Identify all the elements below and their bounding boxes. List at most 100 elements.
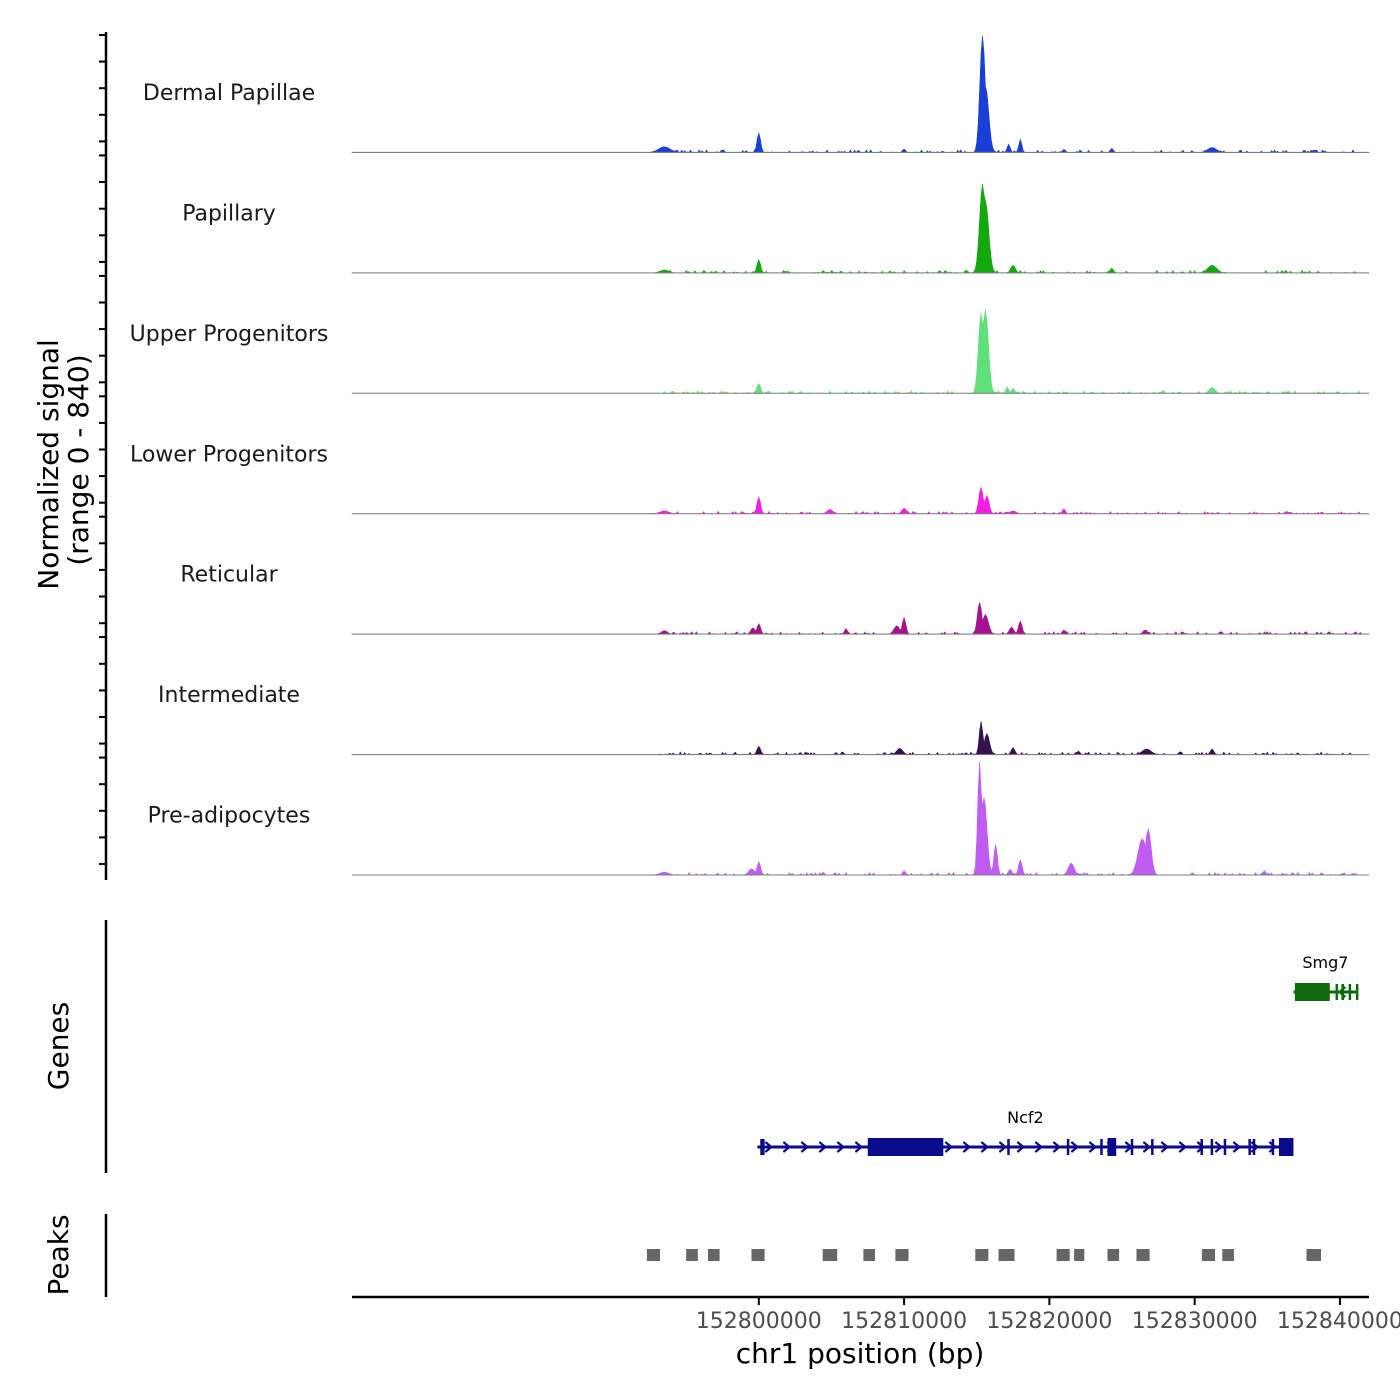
gene-exon xyxy=(867,1138,944,1156)
x-tick-label: 152820000 xyxy=(986,1309,1112,1334)
gene-exon xyxy=(1294,983,1330,1001)
peak-region xyxy=(646,1249,660,1261)
strand-arrow xyxy=(1178,1141,1188,1153)
coverage-track: Pre-adipocytes xyxy=(148,761,1369,876)
coverage-area xyxy=(351,486,1370,515)
peak-region xyxy=(1306,1249,1321,1261)
genes-track-title: Genes xyxy=(42,1002,75,1090)
coverage-area xyxy=(351,184,1370,274)
gene-exon xyxy=(760,1139,765,1155)
gene-exon xyxy=(1271,1139,1275,1155)
peak-region xyxy=(686,1249,698,1261)
gene-model: Ncf2 xyxy=(757,1108,1294,1156)
coverage-tracks: Dermal Papillae Papillary Upper Progenitor… xyxy=(130,35,1370,876)
coverage-track: Intermediate xyxy=(158,683,1370,756)
strand-arrow xyxy=(1016,1141,1026,1153)
gene-exon xyxy=(1335,984,1339,1000)
x-tick-label: 152800000 xyxy=(696,1309,822,1334)
strand-arrow xyxy=(1052,1141,1062,1153)
peak-region xyxy=(708,1249,720,1261)
peak-region xyxy=(1201,1249,1215,1261)
gene-model: Smg7 xyxy=(1293,953,1359,1001)
strand-arrow xyxy=(1232,1141,1242,1153)
coverage-area xyxy=(351,721,1370,756)
coverage-track: Lower Progenitors xyxy=(130,442,1370,515)
coverage-track: Papillary xyxy=(182,184,1370,274)
strand-arrow xyxy=(1196,1141,1206,1153)
gene-exon xyxy=(1223,1139,1227,1155)
x-axis: 152800000 152810000 152820000 152830000 1528… xyxy=(696,1297,1400,1334)
peak-region xyxy=(1136,1249,1150,1261)
peak-region xyxy=(863,1249,875,1261)
coverage-area xyxy=(351,35,1370,153)
coverage-area xyxy=(351,602,1370,635)
x-tick-label: 152830000 xyxy=(1132,1309,1258,1334)
strand-arrow xyxy=(998,1141,1008,1153)
strand-arrow xyxy=(980,1141,990,1153)
gene-exon xyxy=(1355,984,1359,1000)
gene-exon xyxy=(1130,1139,1134,1155)
x-axis-title: chr1 position (bp) xyxy=(736,1337,985,1370)
peak-region xyxy=(1074,1249,1085,1261)
gene-exon xyxy=(1007,1139,1010,1155)
track-label: Reticular xyxy=(180,563,278,588)
strand-arrow xyxy=(1034,1141,1044,1153)
coverage-track: Dermal Papillae xyxy=(143,35,1370,153)
gene-exon xyxy=(1278,1138,1294,1156)
strand-arrow xyxy=(836,1141,846,1153)
track-label: Dermal Papillae xyxy=(143,81,315,106)
coverage-y-axis-title-line2: (range 0 - 840) xyxy=(62,354,95,565)
coverage-area xyxy=(351,310,1370,394)
peak-region xyxy=(1056,1249,1070,1261)
gene-exon xyxy=(1252,1139,1256,1155)
coverage-track: Upper Progenitors xyxy=(130,310,1370,394)
strand-arrow xyxy=(1268,1141,1278,1153)
peak-region xyxy=(751,1249,765,1261)
coverage-y-axis-title-line1: Normalized signal xyxy=(32,339,65,590)
track-label: Papillary xyxy=(182,201,276,226)
strand-arrow xyxy=(944,1141,954,1153)
track-label: Pre-adipocytes xyxy=(148,804,311,829)
strand-arrow xyxy=(1088,1141,1098,1153)
strand-arrow xyxy=(1160,1141,1170,1153)
strand-arrow xyxy=(1070,1141,1080,1153)
track-label: Intermediate xyxy=(158,683,300,708)
coverage-area xyxy=(352,761,1369,876)
gene-annotation-track: Smg7 Ncf2 xyxy=(757,953,1359,1156)
strand-arrow xyxy=(818,1141,828,1153)
track-label: Upper Progenitors xyxy=(130,322,329,347)
gene-exon xyxy=(1348,984,1352,1000)
peak-region xyxy=(895,1249,909,1261)
peak-regions-track xyxy=(646,1249,1321,1261)
strand-arrow xyxy=(1214,1141,1224,1153)
x-tick-label: 152840000 xyxy=(1277,1309,1400,1334)
x-tick-label: 152810000 xyxy=(841,1309,967,1334)
peak-region xyxy=(998,1249,1015,1261)
peaks-track-title: Peaks xyxy=(42,1214,75,1295)
gene-exon xyxy=(1107,1138,1117,1156)
track-label: Lower Progenitors xyxy=(130,442,328,467)
strand-arrow xyxy=(854,1141,864,1153)
strand-arrow xyxy=(782,1141,792,1153)
gene-exon xyxy=(1066,1139,1070,1155)
strand-arrow xyxy=(962,1141,972,1153)
strand-arrow xyxy=(1142,1141,1152,1153)
gene-name: Smg7 xyxy=(1302,953,1348,972)
gene-exon xyxy=(1200,1139,1203,1155)
peak-region xyxy=(822,1249,838,1261)
strand-arrow xyxy=(800,1141,810,1153)
peak-region xyxy=(1107,1249,1120,1261)
coverage-track: Reticular xyxy=(180,563,1370,635)
gene-exon xyxy=(1100,1139,1103,1155)
peak-region xyxy=(1222,1249,1234,1261)
gene-exon xyxy=(1151,1139,1154,1155)
coverage-y-axis-title: Normalized signal (range 0 - 840) xyxy=(32,330,95,589)
gene-name: Ncf2 xyxy=(1007,1108,1044,1127)
peak-region xyxy=(975,1249,989,1261)
gene-exon xyxy=(1248,1139,1251,1155)
gene-exon xyxy=(1210,1139,1214,1155)
gene-exon xyxy=(1341,984,1345,1000)
strand-arrow xyxy=(764,1141,774,1153)
coverage-y-axis xyxy=(99,32,108,880)
